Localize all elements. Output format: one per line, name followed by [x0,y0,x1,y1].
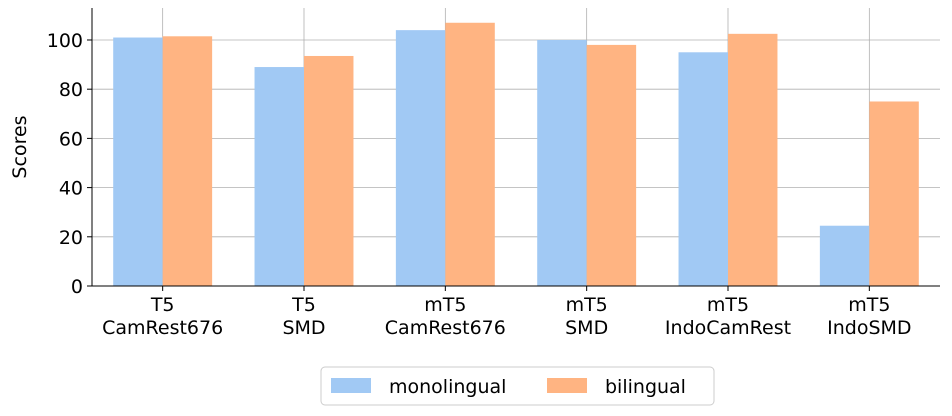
bar-monolingual [395,30,446,287]
y-tick-label: 40 [59,178,83,200]
bar-bilingual [728,33,778,286]
legend-label-monolingual: monolingual [389,376,506,398]
legend-swatch-monolingual [331,378,371,393]
bar-monolingual [537,39,587,286]
bar-bilingual [869,101,919,286]
x-tick-label: T5 [150,294,175,316]
legend-label-bilingual: bilingual [605,376,686,398]
bar-monolingual [254,67,304,286]
x-tick-label: mT5 [566,294,608,316]
bar-monolingual [819,225,870,286]
axes [91,8,940,287]
legend: monolingual bilingual [320,366,715,406]
bar-bilingual [162,36,213,286]
y-tick-label: 80 [59,79,83,101]
bar-monolingual [678,52,728,286]
x-tick-label: SMD [282,317,325,339]
x-tick-label: mT5 [424,294,466,316]
x-tick-label: mT5 [707,294,749,316]
y-tick-label: 0 [71,276,83,298]
y-axis-label: Scores [9,115,31,178]
grid [92,8,940,287]
y-tick-label: 100 [47,30,83,52]
x-tick-label: IndoSMD [827,317,911,339]
x-tick-label: CamRest676 [385,317,506,339]
y-tick-label: 20 [59,227,83,249]
bar-bilingual [304,55,354,286]
x-tick-label: SMD [565,317,608,339]
legend-swatch-bilingual [547,378,587,393]
y-ticks: 0 20 40 60 80 100 [47,30,92,298]
x-tick-label: CamRest676 [102,317,223,339]
x-ticks: T5CamRest676T5SMDmT5CamRest676mT5SMDmT5I… [102,286,912,339]
x-tick-label: mT5 [848,294,890,316]
bars [113,22,919,287]
y-tick-label: 60 [59,128,83,150]
x-tick-label: IndoCamRest [665,317,791,339]
bar-bilingual [586,44,637,287]
bar-monolingual [113,37,163,286]
bar-bilingual [445,22,495,287]
legend-box [320,366,715,406]
x-tick-label: T5 [291,294,316,316]
